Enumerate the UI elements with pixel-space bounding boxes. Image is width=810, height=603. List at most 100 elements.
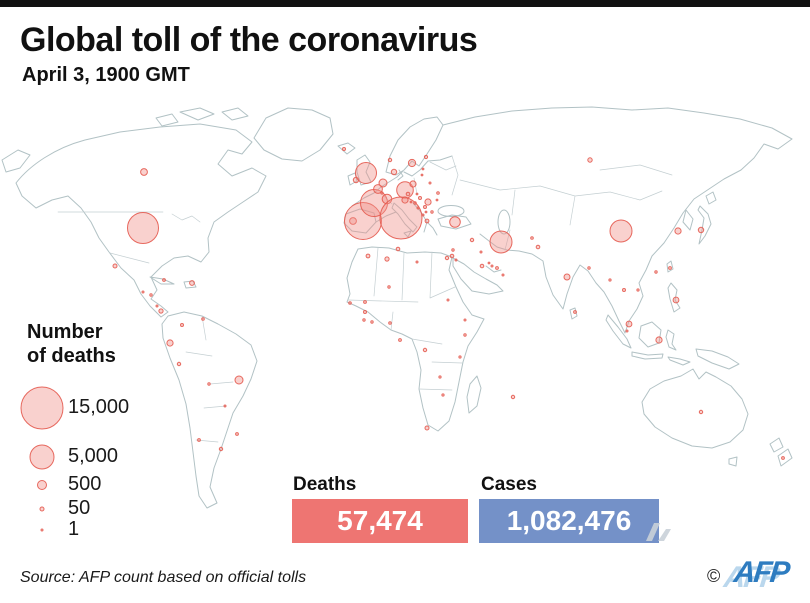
bubble-sweden: [407, 158, 417, 168]
bubble-brazil: [234, 375, 244, 385]
bubble-iran: [489, 230, 513, 254]
legend-label-5000: 5,000: [68, 445, 119, 467]
bubble-croatia: [413, 201, 417, 205]
bubble-myanmar: [608, 278, 612, 282]
bubble-portugal: [349, 217, 357, 225]
bubble-bangladesh: [587, 266, 591, 270]
cases-value: 1,082,476: [506, 505, 632, 536]
bubble-ecuador: [166, 339, 174, 347]
bubble-lithuania: [420, 173, 424, 177]
bubble-chile: [197, 438, 201, 442]
legend-label-500: 500: [68, 473, 102, 495]
bubble-sudan: [446, 298, 450, 302]
bubble-luxembourg: [380, 191, 384, 195]
bubble-cameroon: [398, 338, 402, 342]
bubble-jordan: [454, 258, 458, 262]
bubble-greece: [424, 218, 430, 224]
bubble-guatemala: [141, 290, 145, 294]
bubble-ethiopia: [463, 318, 467, 322]
deaths-value-box: 57,474: [292, 499, 468, 543]
legend-circle-15000: [20, 386, 64, 430]
bubble-ivory-coast: [362, 318, 366, 322]
legend-circle-500: [37, 480, 47, 490]
bubble-russia: [587, 157, 593, 163]
bubble-colombia: [180, 323, 184, 327]
bubble-north-macedonia: [424, 210, 428, 214]
bubble-bahrain: [487, 261, 491, 265]
bubble-serbia: [423, 205, 427, 209]
bubble-australia: [698, 409, 704, 415]
bubble-vietnam: [636, 288, 640, 292]
bubble-bulgaria: [430, 210, 434, 214]
bubble-turkey: [449, 216, 461, 228]
bubble-kenya: [463, 333, 467, 337]
bubble-belarus: [428, 181, 432, 185]
bubble-malaysia: [625, 320, 633, 328]
bubble-romania: [424, 198, 432, 206]
legend-title-line1: Number: [27, 321, 103, 343]
bubble-paraguay: [223, 404, 227, 408]
bubble-ghana: [370, 320, 374, 324]
bubble-israel: [449, 253, 455, 259]
bubble-tanzania: [458, 355, 462, 359]
bubble-venezuela: [201, 317, 205, 321]
legend-circle-1: [40, 528, 44, 532]
legend-title: Number of deaths: [27, 320, 116, 368]
bubble-norway: [387, 157, 393, 163]
bubble-uruguay: [235, 432, 239, 436]
legend-title-line2: of deaths: [27, 345, 116, 367]
bubble-slovenia: [409, 200, 413, 204]
bubble-tunisia: [395, 246, 401, 252]
bubble-iraq: [469, 237, 475, 243]
deaths-label: Deaths: [293, 474, 357, 495]
bubble-burkina-faso: [363, 310, 367, 314]
bubble-south-africa: [424, 425, 430, 431]
bubble-mexico: [112, 263, 118, 269]
bubble-dr-congo: [422, 347, 428, 353]
legend-circle-50: [39, 506, 45, 512]
bubble-afghanistan: [530, 236, 534, 240]
legend-label-1: 1: [68, 518, 80, 540]
bubble-mauritius: [510, 394, 516, 400]
page-title: Global toll of the coronavirus: [20, 21, 478, 59]
bubble-mali: [363, 300, 367, 304]
bubble-qatar: [490, 264, 494, 268]
bubble-libya: [415, 260, 419, 264]
legend-circle-5000: [29, 444, 55, 470]
afp-logo: AFP AFP: [722, 556, 805, 594]
deaths-value: 57,474: [337, 505, 423, 536]
bubble-india: [563, 273, 571, 281]
source-text: Source: AFP count based on official toll…: [20, 569, 307, 586]
bubble-hungary: [418, 196, 422, 200]
bubble-canada: [140, 168, 148, 176]
bubble-finland: [423, 154, 429, 160]
bubble-oman: [501, 273, 505, 277]
bubble-hong-kong: [654, 270, 658, 274]
map-coastlines: [1, 106, 793, 509]
watermark-chevron-icon: [646, 523, 671, 541]
bubble-poland: [409, 180, 417, 188]
legend-label-15000: 15,000: [68, 396, 130, 418]
bubble-sri-lanka: [573, 310, 577, 314]
bubble-kuwait: [479, 250, 483, 254]
copyright-symbol: ©: [707, 566, 721, 586]
bubble-netherlands: [378, 178, 388, 188]
bubble-uae: [495, 266, 499, 270]
bubble-belgium: [373, 184, 383, 194]
bubble-iceland: [342, 147, 346, 151]
bubble-japan: [697, 226, 705, 234]
bubble-ukraine: [436, 191, 440, 195]
bubble-lebanon: [451, 248, 455, 252]
bubble-usa: [127, 212, 159, 244]
bubble-thailand: [622, 288, 626, 292]
bubble-philippines: [672, 296, 680, 304]
bubble-peru: [176, 361, 182, 367]
bubble-moldova: [435, 198, 439, 202]
bubble-egypt: [444, 255, 450, 261]
bubble-zimbabwe: [441, 393, 445, 397]
bubble-morocco: [365, 253, 371, 259]
bubble-pakistan: [535, 244, 541, 250]
bubble-slovakia: [415, 192, 419, 196]
